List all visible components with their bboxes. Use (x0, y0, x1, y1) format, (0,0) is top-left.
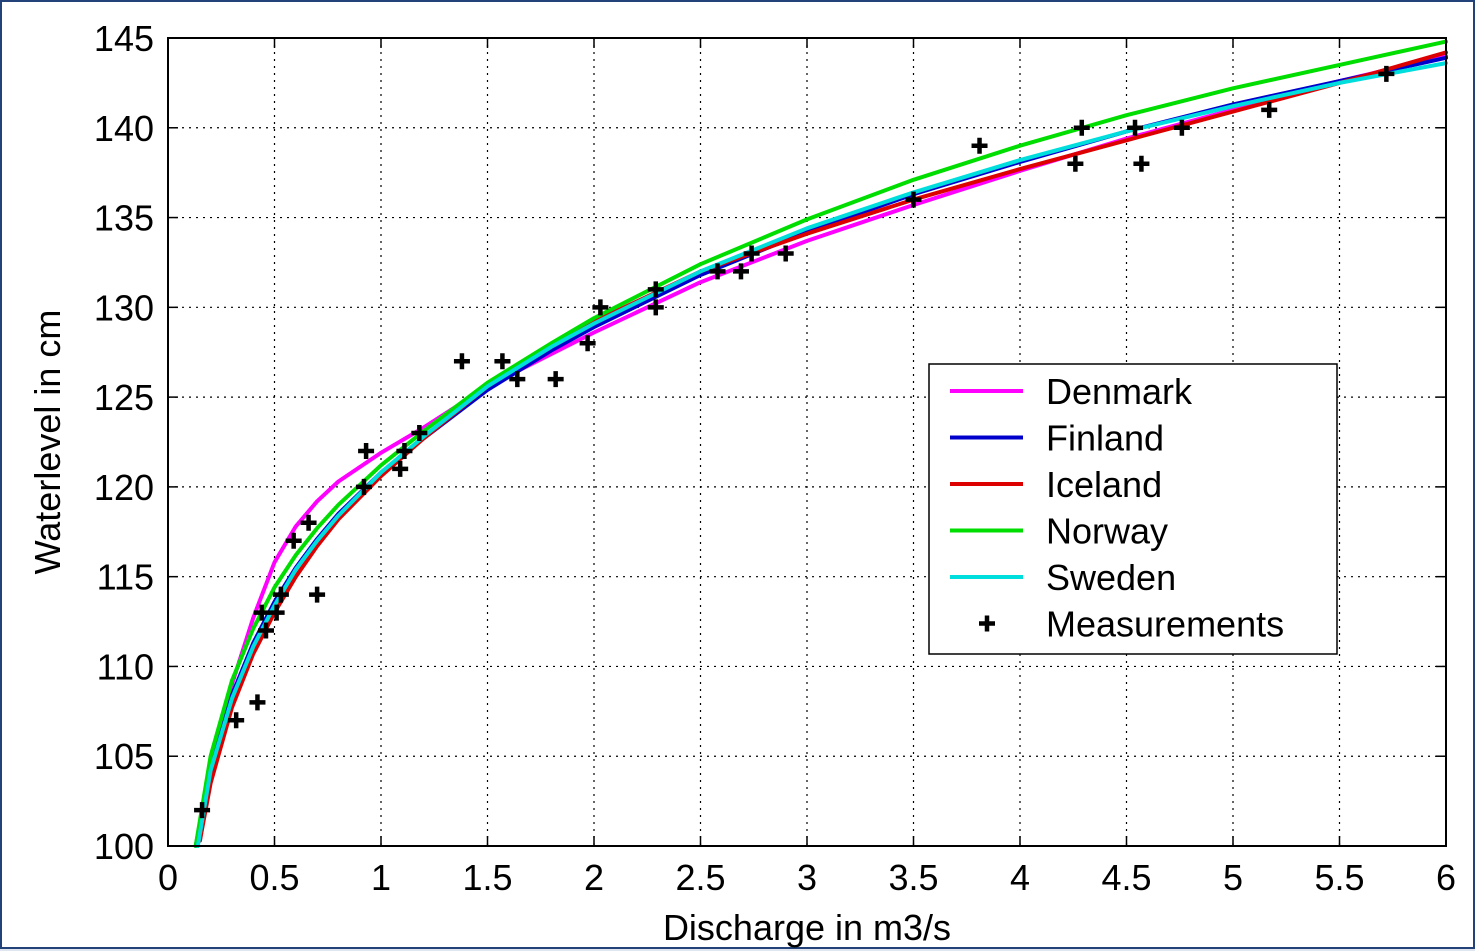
legend-label: Finland (1046, 418, 1164, 459)
x-tick-label: 5.5 (1314, 857, 1364, 898)
measurement-point (1127, 119, 1144, 136)
y-tick-label: 125 (94, 377, 154, 418)
axis-ticks (167, 37, 1447, 847)
measurement-point (647, 281, 664, 298)
x-tick-label: 1 (371, 857, 391, 898)
legend-marker-measurements (979, 615, 995, 632)
measurement-point (732, 263, 749, 280)
x-tick-label: 3 (797, 857, 817, 898)
measurement-point (905, 191, 922, 208)
x-tick-label: 4 (1010, 857, 1030, 898)
measurement-point (358, 442, 375, 459)
legend-label: Sweden (1046, 557, 1176, 598)
measurement-point (1261, 101, 1278, 118)
x-tick-label: 3.5 (888, 857, 938, 898)
measurement-point (777, 245, 794, 262)
measurement-point (1067, 155, 1084, 172)
measurement-point (709, 263, 726, 280)
measurement-point (1378, 65, 1395, 82)
measurement-point (253, 604, 270, 621)
measurement-point (272, 586, 289, 603)
measurement-point (249, 694, 266, 711)
y-tick-label: 115 (97, 557, 154, 598)
measurement-point (300, 514, 317, 531)
measurement-point (1133, 155, 1150, 172)
y-tick-labels: 100 105 110 115 120 125 130 135 140 145 (94, 18, 154, 867)
measurement-point (743, 245, 760, 262)
legend-label: Measurements (1046, 604, 1284, 645)
measurement-point (268, 604, 285, 621)
legend-label: Denmark (1046, 371, 1193, 412)
measurement-point (971, 137, 988, 154)
y-tick-label: 145 (94, 18, 154, 59)
x-tick-label: 6 (1436, 857, 1456, 898)
measurement-point (194, 802, 211, 819)
measurement-point (392, 460, 409, 477)
measurement-point (257, 622, 274, 639)
legend-label: Norway (1046, 511, 1168, 552)
measurement-point (579, 335, 596, 352)
measurement-points (194, 65, 1395, 819)
measurement-point (453, 353, 470, 370)
y-tick-label: 110 (97, 646, 154, 687)
measurement-point (396, 442, 413, 459)
x-tick-labels: 0 0.5 1 1.5 2 2.5 3 3.5 4 4.5 5 5.5 6 (158, 857, 1456, 898)
measurement-point (509, 371, 526, 388)
legend-label: Iceland (1046, 464, 1162, 505)
measurement-point (411, 425, 428, 442)
x-tick-label: 0 (158, 857, 178, 898)
measurement-point (647, 299, 664, 316)
y-tick-label: 140 (94, 108, 154, 149)
x-tick-label: 2 (584, 857, 604, 898)
series-line-sweden (195, 61, 1448, 848)
x-tick-label: 4.5 (1101, 857, 1151, 898)
legend-box (928, 363, 1338, 655)
x-tick-label: 0.5 (249, 857, 299, 898)
measurement-point (1173, 119, 1190, 136)
measurement-point (355, 478, 372, 495)
legend: Denmark Finland Iceland Norway Sweden Measure… (928, 363, 1338, 655)
measurement-point (494, 353, 511, 370)
measurement-point (592, 299, 609, 316)
x-tick-label: 1.5 (462, 857, 512, 898)
measurement-point (1073, 119, 1090, 136)
measurement-point (285, 532, 302, 549)
y-tick-label: 105 (94, 736, 154, 777)
x-axis-title: Discharge in m3/s (663, 907, 951, 948)
x-tick-label: 5 (1223, 857, 1243, 898)
measurement-point (547, 371, 564, 388)
y-tick-label: 130 (94, 287, 154, 328)
y-tick-label: 120 (94, 467, 154, 508)
y-tick-label: 100 (94, 826, 154, 867)
y-axis-title: Waterlevel in cm (27, 310, 68, 575)
y-tick-label: 135 (94, 198, 154, 239)
measurement-point (309, 586, 326, 603)
measurement-point (228, 712, 245, 729)
x-tick-label: 2.5 (675, 857, 725, 898)
